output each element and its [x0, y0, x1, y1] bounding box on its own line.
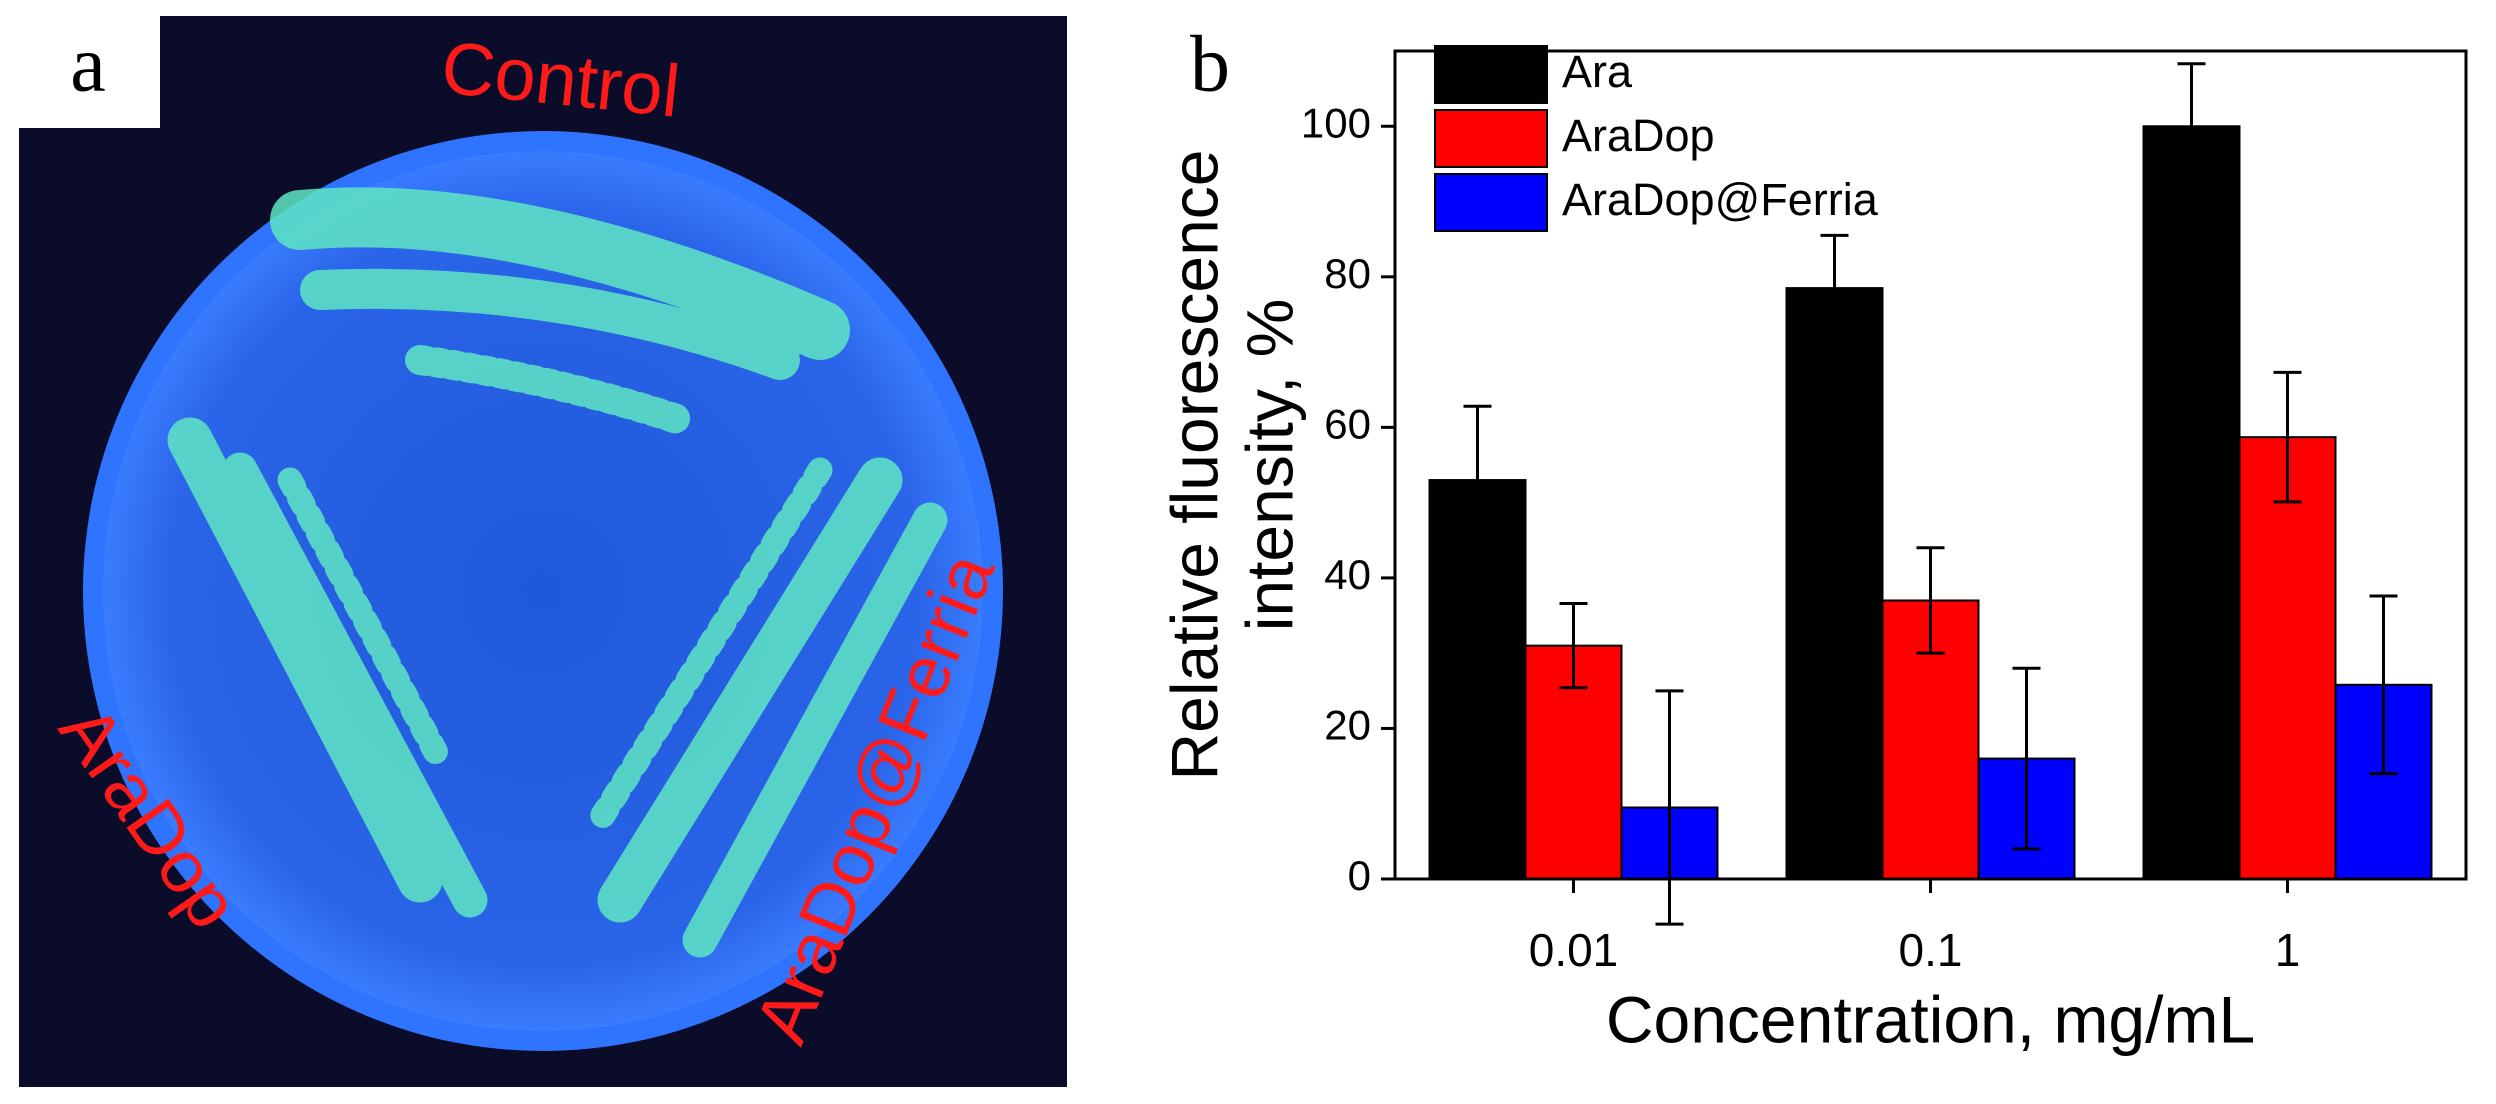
legend-label: Ara	[1562, 46, 1633, 97]
y-axis-label: intensity, %	[1232, 299, 1306, 632]
legend-label: AraDop	[1562, 110, 1715, 161]
y-tick-label: 80	[1324, 250, 1371, 297]
legend-swatch	[1434, 173, 1548, 232]
panel-a: a Control AraDop AraDop@Ferria	[19, 16, 1067, 1087]
label-box	[19, 16, 160, 128]
panel-b: b 0 20 40 60 80 100 0.01 0.1 1 Concentration, mg/…	[1157, 20, 2468, 1056]
bar	[1785, 287, 1884, 881]
y-tick-label: 100	[1301, 99, 1371, 146]
colonies	[167, 187, 948, 958]
panel-label: a	[70, 20, 106, 108]
y-tick-label: 20	[1324, 702, 1371, 749]
bar	[2142, 125, 2241, 881]
y-tick-label: 40	[1324, 551, 1371, 598]
legend-label: AraDop@Ferria	[1562, 174, 1879, 225]
x-tick-label: 1	[2275, 924, 2301, 976]
x-axis-label: Concentration, mg/mL	[1606, 982, 2255, 1056]
y-tick-label: 60	[1324, 400, 1371, 447]
bar	[2238, 436, 2337, 880]
legend-swatch	[1434, 45, 1548, 104]
y-tick-label: 0	[1348, 852, 1371, 899]
x-tick-label: 0.1	[1899, 924, 1963, 976]
legend-swatch	[1434, 109, 1548, 168]
panel-label: b	[1190, 20, 1230, 108]
y-axis-label: Relative fluorescence	[1157, 150, 1231, 781]
x-tick-label: 0.01	[1529, 924, 1619, 976]
